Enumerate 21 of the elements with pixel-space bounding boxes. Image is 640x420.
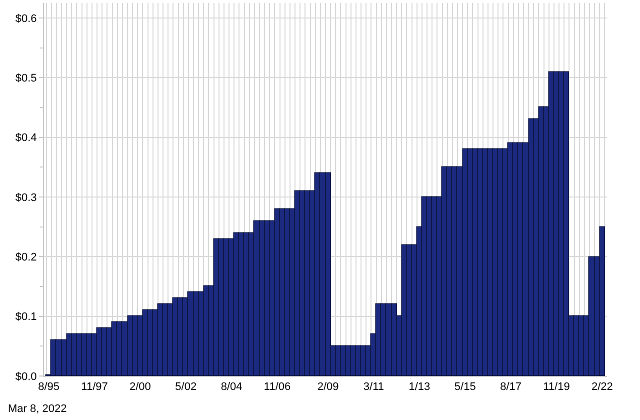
y-tick-label: $0.5 <box>15 72 37 84</box>
x-tick-label: 2/22 <box>591 381 613 394</box>
y-tick-label: $0.6 <box>15 12 37 25</box>
y-tick-label: $0.0 <box>15 370 37 383</box>
y-tick-label: $0.2 <box>15 251 37 264</box>
x-tick-label: 2/00 <box>129 381 151 394</box>
x-tick-label: 11/06 <box>264 381 291 394</box>
x-tick-label: 11/97 <box>81 381 108 394</box>
x-tick-label: 1/13 <box>408 381 430 394</box>
x-tick-label: 8/17 <box>500 381 522 394</box>
x-tick-label: 11/19 <box>543 381 570 394</box>
x-tick-label: 5/15 <box>454 381 476 394</box>
x-tick-label: 5/02 <box>175 381 197 394</box>
x-tick-label: 2/09 <box>317 381 339 394</box>
text: Mar 8, 2022 <box>8 403 67 415</box>
y-tick-label: $0.3 <box>15 192 37 204</box>
x-tick-label: 8/95 <box>38 381 60 394</box>
x-tick-label: 3/11 <box>363 381 384 394</box>
x-tick-label: 8/04 <box>220 381 242 394</box>
y-tick-label: $0.1 <box>15 311 37 324</box>
y-tick-label: $0.4 <box>15 132 37 144</box>
